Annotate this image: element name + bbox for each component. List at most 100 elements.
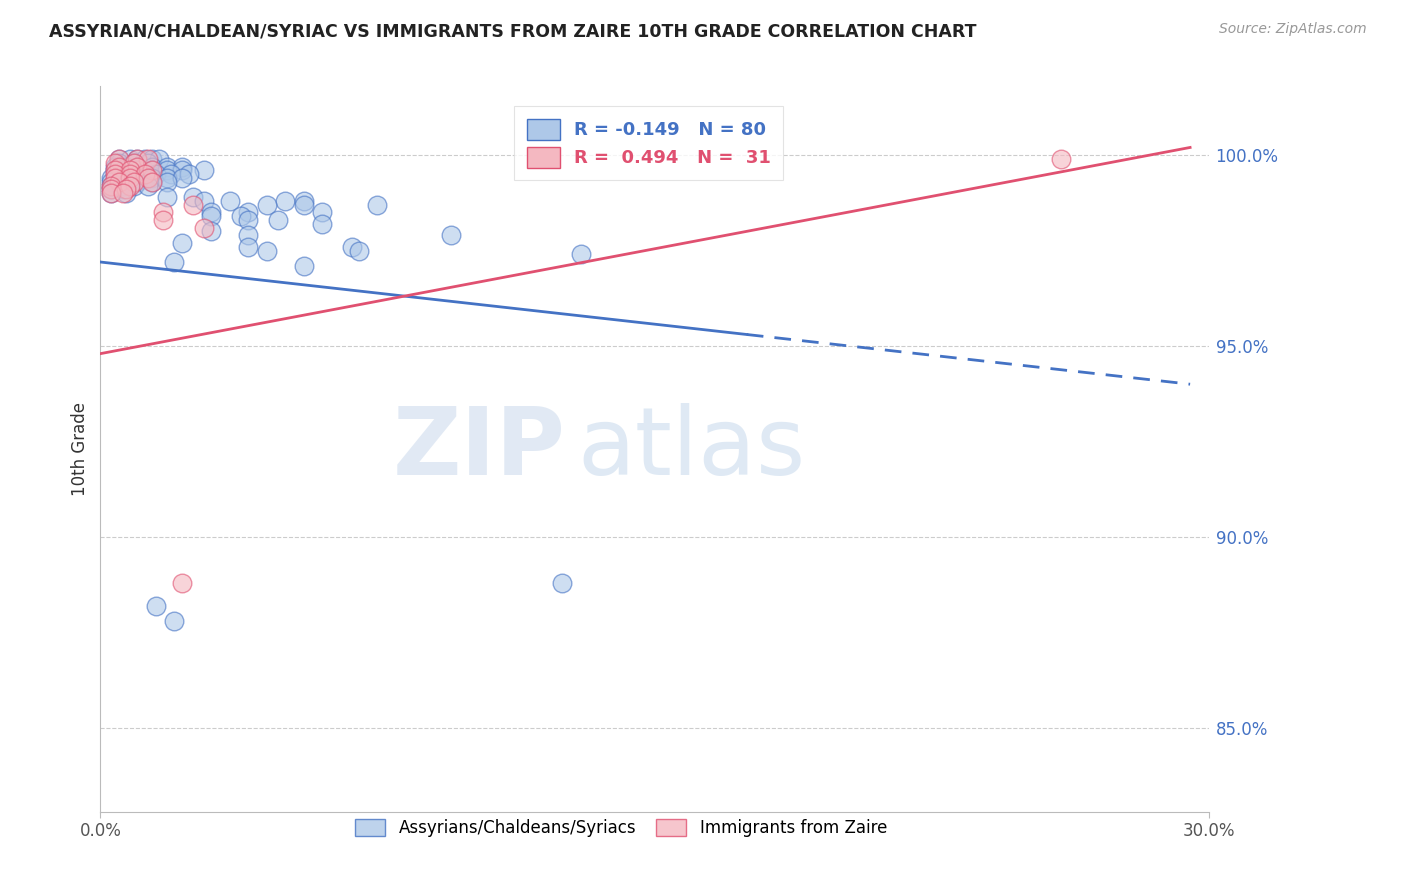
Point bbox=[181, 190, 204, 204]
Point bbox=[152, 205, 174, 219]
Point bbox=[141, 163, 163, 178]
Point bbox=[218, 194, 240, 208]
Point bbox=[200, 205, 222, 219]
Point bbox=[145, 599, 167, 613]
Point bbox=[181, 198, 204, 212]
Point bbox=[145, 167, 167, 181]
Point bbox=[141, 152, 163, 166]
Point bbox=[200, 209, 222, 223]
Point bbox=[256, 198, 278, 212]
Point bbox=[156, 190, 179, 204]
Point bbox=[193, 194, 215, 208]
Point bbox=[138, 171, 160, 186]
Point bbox=[311, 205, 333, 219]
Point bbox=[118, 163, 141, 178]
Point bbox=[129, 167, 152, 181]
Point bbox=[118, 152, 141, 166]
Point bbox=[193, 220, 215, 235]
Point bbox=[141, 171, 163, 186]
Point bbox=[141, 163, 163, 178]
Point bbox=[551, 575, 574, 590]
Point bbox=[108, 160, 131, 174]
Point bbox=[122, 155, 145, 169]
Text: atlas: atlas bbox=[576, 403, 806, 495]
Point bbox=[138, 152, 160, 166]
Point bbox=[569, 247, 592, 261]
Point bbox=[115, 186, 138, 201]
Point bbox=[100, 186, 122, 201]
Point bbox=[104, 163, 127, 178]
Point bbox=[141, 175, 163, 189]
Point bbox=[177, 167, 200, 181]
Point bbox=[104, 160, 127, 174]
Point bbox=[1049, 152, 1071, 166]
Point bbox=[292, 194, 315, 208]
Point bbox=[100, 178, 122, 193]
Y-axis label: 10th Grade: 10th Grade bbox=[72, 402, 89, 496]
Legend: Assyrians/Chaldeans/Syriacs, Immigrants from Zaire: Assyrians/Chaldeans/Syriacs, Immigrants … bbox=[349, 812, 894, 844]
Point bbox=[440, 228, 463, 243]
Point bbox=[340, 240, 363, 254]
Point bbox=[236, 228, 259, 243]
Point bbox=[193, 163, 215, 178]
Point bbox=[115, 182, 138, 196]
Point bbox=[141, 175, 163, 189]
Point bbox=[170, 163, 193, 178]
Text: Source: ZipAtlas.com: Source: ZipAtlas.com bbox=[1219, 22, 1367, 37]
Point bbox=[122, 175, 145, 189]
Point bbox=[159, 167, 181, 181]
Text: ASSYRIAN/CHALDEAN/SYRIAC VS IMMIGRANTS FROM ZAIRE 10TH GRADE CORRELATION CHART: ASSYRIAN/CHALDEAN/SYRIAC VS IMMIGRANTS F… bbox=[49, 22, 977, 40]
Point bbox=[115, 163, 138, 178]
Point bbox=[347, 244, 370, 258]
Point bbox=[148, 152, 170, 166]
Point bbox=[156, 175, 179, 189]
Point bbox=[122, 155, 145, 169]
Point bbox=[266, 213, 288, 227]
Point bbox=[100, 178, 122, 193]
Point bbox=[100, 186, 122, 201]
Point bbox=[236, 240, 259, 254]
Point bbox=[104, 163, 127, 178]
Point bbox=[311, 217, 333, 231]
Point bbox=[292, 259, 315, 273]
Point bbox=[138, 155, 160, 169]
Point bbox=[152, 213, 174, 227]
Point bbox=[111, 171, 134, 186]
Point bbox=[104, 167, 127, 181]
Point bbox=[100, 182, 122, 196]
Point bbox=[127, 171, 149, 186]
Point bbox=[104, 155, 127, 169]
Point bbox=[100, 182, 122, 196]
Point bbox=[236, 205, 259, 219]
Point bbox=[163, 255, 186, 269]
Point bbox=[156, 163, 179, 178]
Point bbox=[200, 224, 222, 238]
Point bbox=[156, 171, 179, 186]
Point bbox=[141, 160, 163, 174]
Point bbox=[111, 175, 134, 189]
Point bbox=[118, 171, 141, 186]
Point bbox=[138, 178, 160, 193]
Point bbox=[170, 171, 193, 186]
Point bbox=[156, 160, 179, 174]
Point bbox=[108, 152, 131, 166]
Point bbox=[115, 167, 138, 181]
Point bbox=[115, 160, 138, 174]
Point bbox=[100, 175, 122, 189]
Point bbox=[170, 575, 193, 590]
Point bbox=[292, 198, 315, 212]
Point bbox=[134, 152, 156, 166]
Point bbox=[170, 235, 193, 250]
Point bbox=[118, 178, 141, 193]
Point bbox=[108, 152, 131, 166]
Text: ZIP: ZIP bbox=[392, 403, 565, 495]
Point bbox=[236, 213, 259, 227]
Point bbox=[104, 167, 127, 181]
Point bbox=[108, 155, 131, 169]
Point bbox=[256, 244, 278, 258]
Point bbox=[127, 160, 149, 174]
Point bbox=[127, 160, 149, 174]
Point bbox=[111, 182, 134, 196]
Point bbox=[170, 160, 193, 174]
Point bbox=[108, 175, 131, 189]
